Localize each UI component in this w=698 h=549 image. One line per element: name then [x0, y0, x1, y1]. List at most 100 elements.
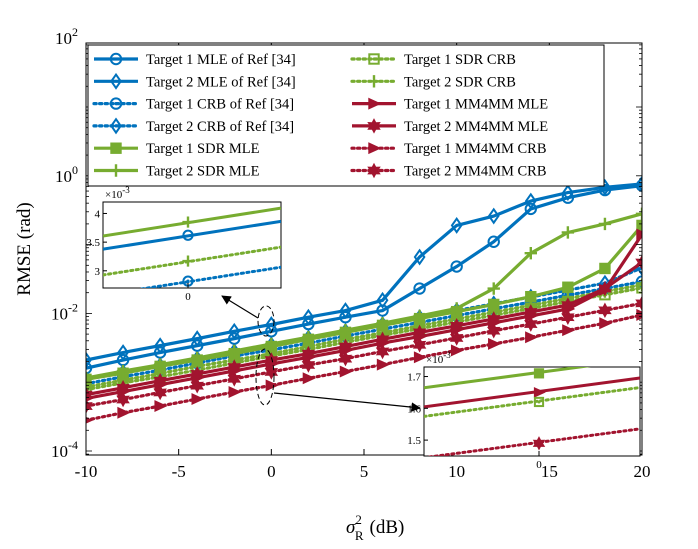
inset-lines: [424, 367, 640, 456]
data-point: [561, 309, 575, 325]
data-point: [524, 316, 538, 332]
data-point: [153, 384, 167, 401]
inset-x-tick-label: 0: [536, 459, 542, 471]
data-point: [228, 386, 242, 398]
data-point: [635, 207, 642, 221]
data-point: [598, 280, 612, 297]
x-tick-label: 20: [634, 462, 651, 481]
series-target-2-sdr-mle: [86, 207, 642, 385]
y-tick-label: 100: [55, 163, 78, 186]
inset-y-tick-label: 1.5: [407, 435, 421, 447]
inset-marker: [182, 229, 194, 241]
data-point: [487, 235, 500, 248]
series-line: [86, 184, 642, 370]
inset-lines: [103, 206, 281, 288]
x-tick-label: 15: [541, 462, 558, 481]
legend-label: Target 1 MLE of Ref [34]: [146, 52, 296, 68]
legend-marker: [368, 97, 382, 110]
legend-label: Target 1 MM4MM CRB: [404, 141, 547, 157]
series-line: [86, 212, 642, 380]
series-layer: [86, 175, 642, 424]
inset-multiplier: ×10-3: [105, 185, 130, 201]
data-point: [302, 372, 316, 385]
inset-line: [424, 376, 640, 409]
inset-line: [424, 386, 640, 418]
data-point: [450, 344, 465, 357]
data-point: [264, 364, 279, 380]
data-point: [338, 350, 353, 367]
series-target-1-mle-of-ref-34: [86, 179, 642, 375]
series-line: [86, 182, 642, 362]
data-point: [636, 228, 642, 241]
series-line: [86, 279, 642, 386]
data-point: [636, 308, 642, 321]
legend-item-target-1-mle-of-ref-34: Target 1 MLE of Ref [34]: [94, 52, 296, 68]
zoom-annotations: [221, 295, 421, 412]
data-point: [191, 330, 204, 348]
x-tick-label: 10: [448, 462, 465, 481]
data-point: [524, 202, 537, 216]
inset-marker: [533, 387, 546, 398]
data-point: [117, 344, 129, 361]
legend-label: Target 2 MM4MM MLE: [404, 119, 548, 135]
data-point: [117, 406, 131, 419]
data-point: [302, 308, 315, 326]
data-point: [487, 282, 500, 295]
inset-multiplier: ×10-3: [426, 350, 451, 366]
legend-item-target-1-sdr-crb: Target 1 SDR CRB: [350, 52, 516, 68]
legend-marker: [109, 164, 123, 177]
data-point: [635, 254, 642, 271]
data-point: [86, 371, 93, 385]
data-point: [635, 295, 642, 312]
data-point: [562, 281, 574, 293]
legend-marker: [110, 117, 122, 135]
series-line: [86, 301, 642, 408]
data-point: [450, 216, 463, 234]
data-point: [561, 226, 575, 239]
inset-x-tick-label: 0: [185, 291, 191, 303]
data-point: [376, 291, 389, 309]
legend-item-target-2-sdr-mle: Target 2 SDR MLE: [94, 164, 260, 180]
inset-upper-left: 0 4 3.5 3 ×10-3: [86, 185, 282, 303]
data-point: [228, 322, 241, 340]
data-point: [86, 380, 93, 394]
y-tick-label: 10-2: [51, 300, 78, 323]
legend-label: Target 2 CRB of Ref [34]: [146, 119, 294, 135]
data-point: [413, 351, 428, 364]
legend-box: [87, 44, 605, 187]
data-point: [599, 317, 613, 330]
data-point: [488, 337, 502, 350]
legend-label: Target 2 MLE of Ref [34]: [146, 74, 296, 90]
data-point: [302, 317, 315, 331]
legend-item-target-1-sdr-mle: Target 1 SDR MLE: [94, 141, 260, 157]
y-tick-label: 10-4: [51, 438, 78, 461]
data-point: [376, 358, 390, 371]
legend-item-target-2-mle-of-ref-34: Target 2 MLE of Ref [34]: [94, 72, 296, 90]
series-line: [86, 283, 642, 389]
x-tick-label: 0: [267, 462, 276, 481]
legend-marker: [110, 142, 122, 154]
legend-item-target-2-sdr-crb: Target 2 SDR CRB: [350, 74, 516, 90]
series-line: [86, 224, 642, 381]
legend-item-target-2-mm4mm-crb: Target 2 MM4MM CRB: [350, 162, 547, 180]
inset-y-tick-label: 3: [95, 266, 101, 278]
insets: 0 4 3.5 3 ×10-3 0 1.7 1.6 1.5 ×10-3: [86, 185, 641, 471]
series-target-1-mm4mm-crb: [86, 308, 642, 424]
data-point: [339, 365, 353, 378]
legend-item-target-1-crb-of-ref-34: Target 1 CRB of Ref [34]: [92, 97, 294, 113]
data-point: [413, 282, 426, 295]
plot-area: [86, 175, 642, 424]
inset-y-tick-label: 3.5: [86, 237, 100, 249]
inset-y-tick-label: 1.6: [407, 403, 421, 415]
data-point: [486, 322, 501, 339]
inset-marker: [182, 216, 194, 228]
data-point: [450, 260, 463, 273]
legend-item-target-2-mm4mm-mle: Target 2 MM4MM MLE: [352, 118, 548, 135]
legend-marker: [368, 142, 382, 155]
legend-marker: [367, 75, 381, 88]
legend-marker: [109, 52, 123, 66]
x-tick-label: -10: [75, 462, 98, 481]
data-point: [413, 248, 426, 266]
data-point: [301, 357, 316, 373]
